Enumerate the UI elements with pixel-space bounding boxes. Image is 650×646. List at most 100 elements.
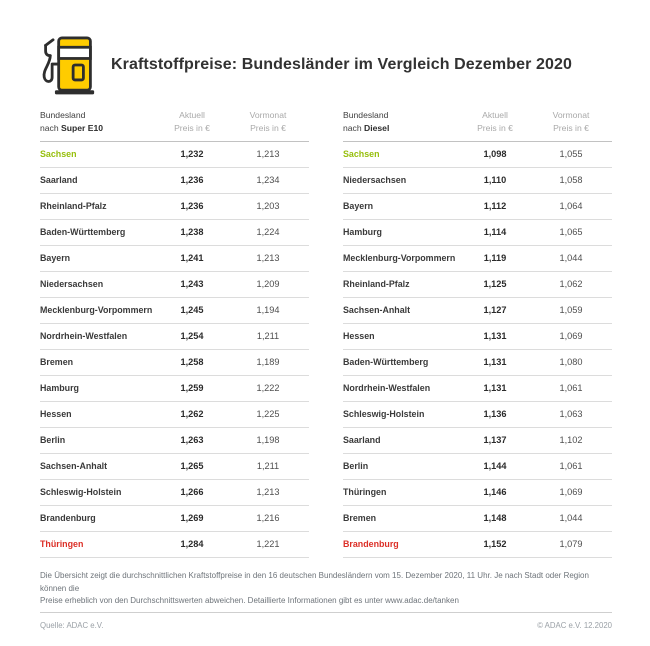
state-label: Bundesland	[343, 110, 389, 120]
previous-price: 1,069	[559, 331, 583, 342]
table-row: Schleswig-Holstein 1,266 1,213	[40, 480, 309, 506]
state-name: Bayern	[40, 253, 71, 264]
current-price: 1,262	[180, 409, 204, 420]
current-price: 1,236	[180, 201, 204, 212]
current-price: 1,110	[483, 175, 507, 186]
state-name: Baden-Württemberg	[343, 357, 429, 368]
previous-price: 1,044	[559, 513, 583, 524]
state-name: Saarland	[40, 175, 78, 186]
current-price: 1,265	[180, 461, 204, 472]
previous-price: 1,102	[559, 435, 583, 446]
footnote-line: Preise erheblich von den Durchschnittswe…	[40, 596, 459, 606]
previous-price: 1,211	[256, 461, 280, 472]
state-name: Bremen	[343, 513, 377, 524]
table-row: Brandenburg 1,269 1,216	[40, 506, 309, 532]
state-name: Saarland	[343, 435, 381, 446]
current-price: 1,131	[483, 331, 507, 342]
state-name: Sachsen	[40, 149, 77, 160]
current-price: 1,152	[483, 539, 507, 550]
source-credit: Quelle: ADAC e.V.	[40, 621, 104, 630]
previous-price: 1,063	[559, 409, 583, 420]
state-name: Nordrhein-Westfalen	[40, 331, 128, 342]
footnote: Die Übersicht zeigt die durchschnittlich…	[40, 570, 612, 608]
current-price: 1,119	[483, 253, 507, 264]
state-name: Schleswig-Holstein	[343, 409, 425, 420]
previous-price: 1,079	[559, 539, 583, 550]
current-price: 1,232	[180, 149, 204, 160]
previous-price: 1,058	[559, 175, 583, 186]
table-row: Rheinland-Pfalz 1,125 1,062	[343, 272, 612, 298]
table-row: Berlin 1,144 1,061	[343, 454, 612, 480]
column-header-state: Bundesland nach Super E10	[40, 109, 157, 135]
previous-price: 1,225	[256, 409, 280, 420]
divider	[40, 612, 612, 613]
table-row: Schleswig-Holstein 1,136 1,063	[343, 402, 612, 428]
previous-price: 1,044	[559, 253, 583, 264]
previous-price: 1,061	[559, 383, 583, 394]
current-price: 1,258	[180, 357, 204, 368]
current-price: 1,137	[483, 435, 507, 446]
table-row: Hessen 1,131 1,069	[343, 324, 612, 350]
state-name: Thüringen	[40, 539, 84, 550]
table-row: Hamburg 1,259 1,222	[40, 376, 309, 402]
current-price: 1,269	[180, 513, 204, 524]
table-row: Sachsen 1,098 1,055	[343, 142, 612, 168]
table-row: Hessen 1,262 1,225	[40, 402, 309, 428]
footnote-line: Die Übersicht zeigt die durchschnittlich…	[40, 570, 589, 593]
previous-price: 1,209	[256, 279, 280, 290]
table-row: Sachsen-Anhalt 1,265 1,211	[40, 454, 309, 480]
table-row: Sachsen-Anhalt 1,127 1,059	[343, 298, 612, 324]
state-name: Sachsen-Anhalt	[343, 305, 411, 316]
state-name: Berlin	[343, 461, 369, 472]
table-row: Niedersachsen 1,243 1,209	[40, 272, 309, 298]
current-price: 1,243	[180, 279, 204, 290]
previous-price: 1,062	[559, 279, 583, 290]
previous-price: 1,221	[256, 539, 280, 550]
previous-price: 1,055	[559, 149, 583, 160]
fuel-pump-icon	[42, 36, 95, 95]
state-name: Hamburg	[40, 383, 79, 394]
state-name: Niedersachsen	[343, 175, 407, 186]
table-row: Nordrhein-Westfalen 1,131 1,061	[343, 376, 612, 402]
state-label: Bundesland	[40, 110, 86, 120]
current-price: 1,131	[483, 383, 507, 394]
state-prefix: nach	[343, 122, 365, 133]
table-row: Mecklenburg-Vorpommern 1,119 1,044	[343, 246, 612, 272]
state-name: Nordrhein-Westfalen	[343, 383, 431, 394]
state-name: Rheinland-Pfalz	[343, 279, 410, 290]
state-name: Baden-Württemberg	[40, 227, 126, 238]
current-price: 1,254	[180, 331, 204, 342]
column-header-current: Aktuell Preis in €	[174, 110, 210, 133]
current-price: 1,236	[180, 175, 204, 186]
table-super-e10: Bundesland nach Super E10 Aktuell Preis …	[40, 109, 309, 558]
table-row: Bremen 1,258 1,189	[40, 350, 309, 376]
previous-price: 1,198	[256, 435, 280, 446]
bottom-bar: Quelle: ADAC e.V. © ADAC e.V. 12.2020	[40, 612, 612, 630]
previous-price: 1,069	[559, 487, 583, 498]
state-name: Berlin	[40, 435, 66, 446]
previous-price: 1,216	[256, 513, 280, 524]
state-name: Brandenburg	[343, 539, 399, 550]
previous-price: 1,213	[256, 149, 280, 160]
state-name: Niedersachsen	[40, 279, 104, 290]
current-price: 1,144	[483, 461, 507, 472]
state-name: Sachsen	[343, 149, 380, 160]
previous-price: 1,213	[256, 253, 280, 264]
previous-price: 1,189	[256, 357, 280, 368]
previous-price: 1,234	[256, 175, 280, 186]
fuel-name: Diesel	[364, 122, 390, 133]
previous-price: 1,222	[256, 383, 280, 394]
current-price: 1,098	[483, 149, 507, 160]
current-price: 1,266	[180, 487, 204, 498]
current-price: 1,131	[483, 357, 507, 368]
current-price: 1,245	[180, 305, 204, 316]
state-name: Bremen	[40, 357, 74, 368]
previous-price: 1,065	[559, 227, 583, 238]
table-row: Baden-Württemberg 1,238 1,224	[40, 220, 309, 246]
page-title: Kraftstoffpreise: Bundesländer im Vergle…	[111, 56, 572, 73]
previous-price: 1,059	[559, 305, 583, 316]
current-price: 1,238	[180, 227, 204, 238]
table-row: Saarland 1,137 1,102	[343, 428, 612, 454]
state-name: Bayern	[343, 201, 374, 212]
